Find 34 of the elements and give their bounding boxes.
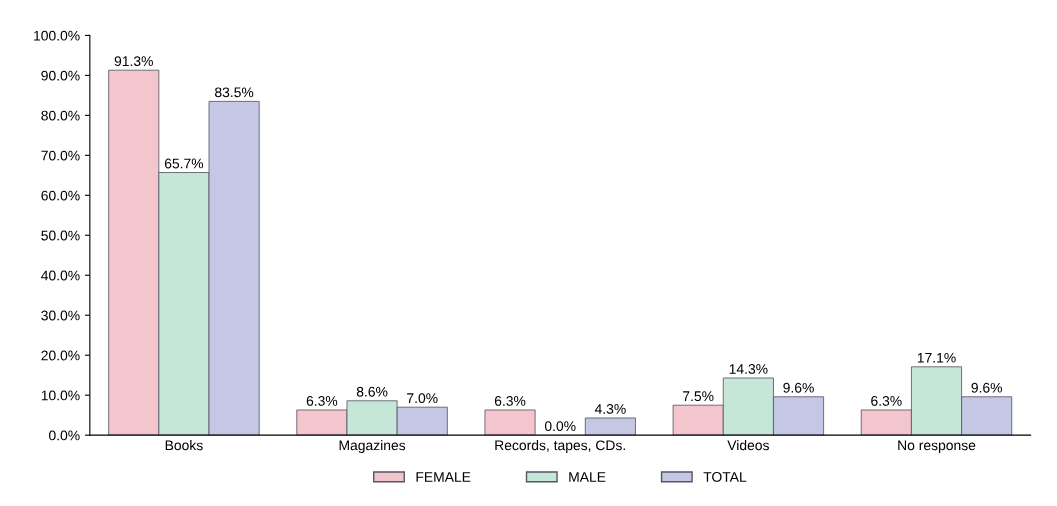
data-label: 6.3% [306,396,338,406]
y-tick-label: 60.0% [41,190,80,201]
y-tick-label: 30.0% [41,310,80,321]
y-tick-label: 100.0% [34,30,80,41]
data-label: 9.6% [783,382,814,393]
data-label: 6.3% [494,396,526,406]
y-tick-label: 40.0% [41,270,80,281]
y-tick-label: 0.0% [49,430,80,441]
legend-label: MALE [569,472,606,482]
data-label: 91.3% [114,56,153,67]
y-tick-label: 70.0% [41,150,80,161]
x-tick-label: Magazines [339,440,406,453]
data-label: 7.0% [407,393,438,404]
data-label: 17.1% [917,352,956,363]
data-label: 8.6% [356,386,388,397]
data-label: 4.3% [594,404,626,414]
data-label: 9.6% [971,382,1003,393]
data-label: 7.5% [683,391,714,402]
x-tick-label: Books [165,440,203,451]
y-tick-label: 50.0% [41,230,80,241]
data-label: 6.3% [871,396,902,406]
y-tick-label: 10.0% [41,390,80,401]
legend-label: FEMALE [416,472,471,482]
data-label: 14.3% [729,364,768,374]
x-tick-label: No response [898,440,976,453]
data-label: 0.0% [544,421,576,432]
y-tick-label: 80.0% [41,110,80,121]
data-label: 65.7% [164,158,204,169]
y-tick-label: 20.0% [41,350,80,361]
legend-label: TOTAL [703,472,747,482]
x-tick-label: Videos [727,440,769,451]
data-label: 83.5% [215,87,254,98]
x-tick-label: Records, tapes, CDs. [495,440,625,453]
y-tick-label: 90.0% [41,70,80,81]
